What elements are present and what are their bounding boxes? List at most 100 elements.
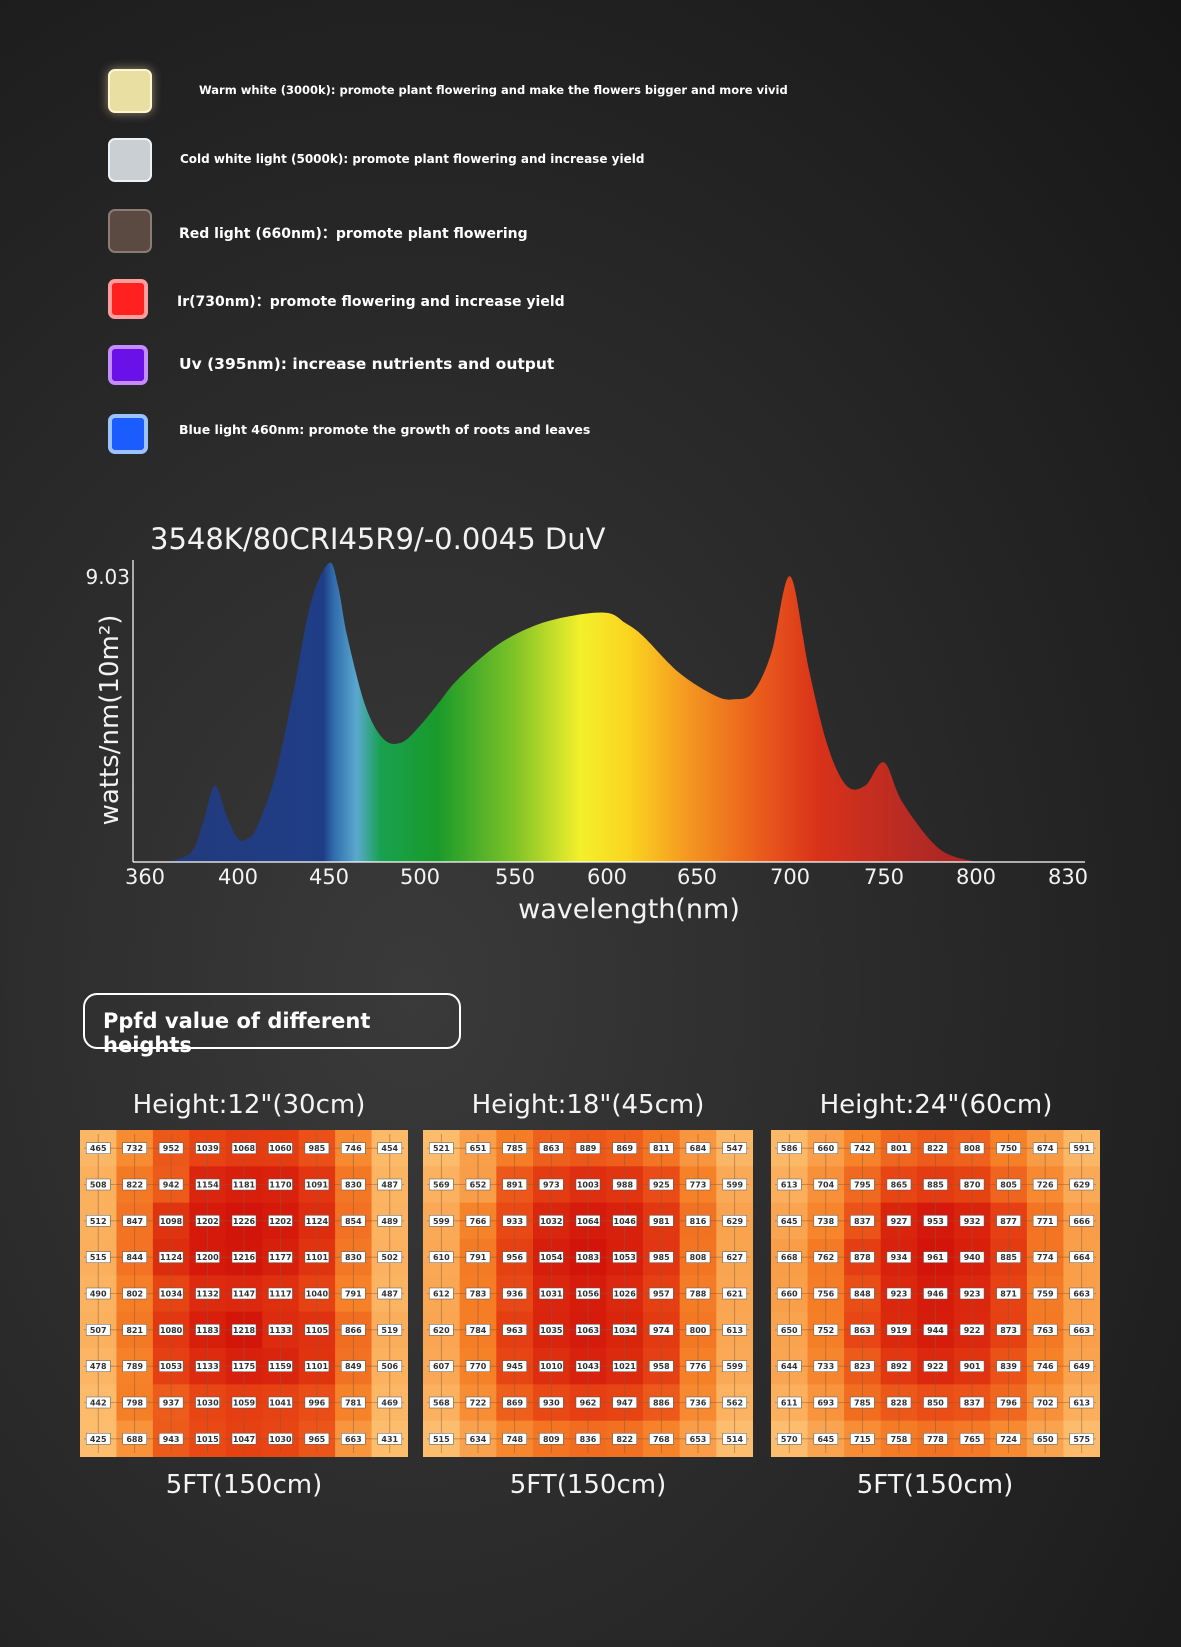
heatmap-value-label: 1032 — [540, 1217, 562, 1226]
heatmap-value-label: 1177 — [269, 1253, 291, 1262]
heatmap-value-box — [1032, 1396, 1058, 1409]
heatmap-value-box — [850, 1324, 875, 1336]
heatmap-value-box — [649, 1396, 674, 1409]
heatmap-value-label: 1159 — [269, 1362, 292, 1371]
heatmap-value-label: 568 — [433, 1399, 450, 1408]
heatmap-value-label: 442 — [90, 1399, 107, 1408]
heatmap-value-box — [612, 1142, 637, 1154]
heatmap-value-label: 943 — [163, 1435, 180, 1444]
heatmap-value-label: 796 — [1000, 1399, 1017, 1408]
heatmap-value-box — [649, 1360, 674, 1372]
ppfd-heatmap-18in: 521 651 785 863 889 869 811 684 547 569 652 891 973 1… — [423, 1130, 753, 1457]
heatmap-value-label: 1133 — [196, 1362, 218, 1371]
heatmap-value-box — [122, 1360, 147, 1372]
heatmap-value-label: 663 — [1073, 1290, 1090, 1299]
heatmap-value-label: 454 — [381, 1144, 398, 1153]
heatmap-value-box — [502, 1142, 527, 1154]
heatmap-value-label: 507 — [90, 1326, 107, 1335]
heatmap-value-label: 613 — [1073, 1399, 1090, 1408]
heatmap-value-label: 923 — [891, 1290, 908, 1299]
heatmap-value-box — [685, 1215, 711, 1227]
heatmap-value-box — [341, 1433, 366, 1445]
heatmap-value-box — [685, 1396, 711, 1409]
heatmap-value-box — [850, 1178, 875, 1191]
heatmap-value-box — [777, 1142, 802, 1154]
heatmap-value-label: 612 — [433, 1290, 450, 1299]
heatmap-value-label: 942 — [163, 1181, 180, 1190]
heatmap-value-box — [1069, 1433, 1094, 1445]
heatmap-value-box — [122, 1215, 147, 1227]
led-legend-text: Red light (660nm)：promote plant flowerin… — [179, 226, 528, 242]
heatmap-value-label: 490 — [90, 1290, 107, 1299]
heatmap-value-box — [268, 1396, 293, 1409]
heatmap-value-box — [813, 1433, 839, 1445]
heatmap-value-label: 1010 — [540, 1362, 563, 1371]
heatmap-value-label: 1064 — [577, 1217, 600, 1226]
heatmap-value-label: 1039 — [196, 1144, 219, 1153]
led-legend-row: Uv (395nm): increase nutrients and outpu… — [0, 343, 1181, 393]
x-tick-label: 400 — [218, 865, 258, 889]
heatmap-value-box — [813, 1142, 839, 1154]
heatmap-value-label: 866 — [345, 1326, 362, 1335]
x-tick-label: 750 — [864, 865, 904, 889]
heatmap-value-label: 1041 — [269, 1399, 292, 1408]
ppfd-heatmap-12in: 465 732 952 1039 1068 1060 985 746 454 508 822 942 1… — [80, 1130, 408, 1457]
heatmap-value-box — [85, 1215, 111, 1227]
heatmap-value-box — [886, 1251, 912, 1263]
heatmap-value-label: 506 — [381, 1362, 398, 1371]
heatmap-value-box — [612, 1287, 637, 1300]
heatmap-value-label: 871 — [1000, 1290, 1017, 1299]
heatmap-value-label: 515 — [433, 1435, 450, 1444]
heatmap-value-label: 666 — [1073, 1217, 1090, 1226]
heatmap-value-box — [959, 1142, 985, 1154]
heatmap-value-box — [377, 1396, 403, 1409]
heatmap-value-box — [429, 1287, 454, 1300]
heatmap-value-box — [649, 1287, 674, 1300]
heatmap-value-box — [304, 1433, 330, 1445]
heatmap-value-label: 877 — [1000, 1217, 1017, 1226]
heatmap-value-label: 996 — [309, 1399, 326, 1408]
heatmap-value-label: 629 — [726, 1217, 743, 1226]
heatmap-value-label: 865 — [891, 1181, 908, 1190]
heatmap-value-box — [777, 1178, 802, 1191]
heatmap-value-label: 946 — [927, 1290, 944, 1299]
heatmap-value-label: 821 — [126, 1326, 143, 1335]
heatmap-value-label: 1181 — [233, 1181, 256, 1190]
heatmap-value-box — [268, 1215, 293, 1227]
heatmap-value-box — [465, 1396, 491, 1409]
heatmap-value-label: 849 — [345, 1362, 362, 1371]
heatmap-value-box — [575, 1433, 601, 1445]
heatmap-value-label: 702 — [1037, 1399, 1054, 1408]
heatmap-value-box — [304, 1178, 330, 1191]
heatmap-value-box — [158, 1178, 184, 1191]
heatmap-value-box — [377, 1178, 403, 1191]
heatmap-value-box — [575, 1142, 601, 1154]
heatmap-value-label: 704 — [817, 1181, 834, 1190]
heatmap-value-label: 1063 — [577, 1326, 599, 1335]
heatmap-value-label: 988 — [616, 1181, 633, 1190]
heatmap-value-label: 715 — [854, 1435, 871, 1444]
heatmap-value-label: 854 — [345, 1217, 362, 1226]
heatmap-value-box — [85, 1360, 111, 1372]
heatmap-value-label: 1060 — [269, 1144, 292, 1153]
ppfd-header: Ppfd value of different heights — [83, 993, 461, 1057]
heatmap-value-label: 1015 — [196, 1435, 219, 1444]
heatmap-value-label: 478 — [90, 1362, 107, 1371]
heatmap-value-label: 770 — [470, 1362, 487, 1371]
heatmap-value-box — [886, 1178, 912, 1191]
heatmap-value-box — [1069, 1178, 1094, 1191]
heatmap-value-label: 1175 — [233, 1362, 256, 1371]
heatmap-value-box — [377, 1360, 403, 1372]
heatmap-value-label: 934 — [891, 1253, 908, 1262]
heatmap-value-label: 508 — [90, 1181, 107, 1190]
heatmap-value-label: 774 — [1037, 1253, 1054, 1262]
heatmap-value-label: 547 — [726, 1144, 743, 1153]
heatmap-value-label: 981 — [653, 1217, 670, 1226]
heatmap-value-box — [685, 1433, 711, 1445]
led-legend-text: Ir(730nm)：promote flowering and increase… — [177, 294, 565, 310]
heatmap-value-label: 1035 — [540, 1326, 563, 1335]
heatmap-value-label: 469 — [381, 1399, 398, 1408]
ir-led-icon — [108, 279, 148, 319]
heatmap-value-label: 901 — [964, 1362, 981, 1371]
heatmap-value-label: 652 — [470, 1181, 487, 1190]
